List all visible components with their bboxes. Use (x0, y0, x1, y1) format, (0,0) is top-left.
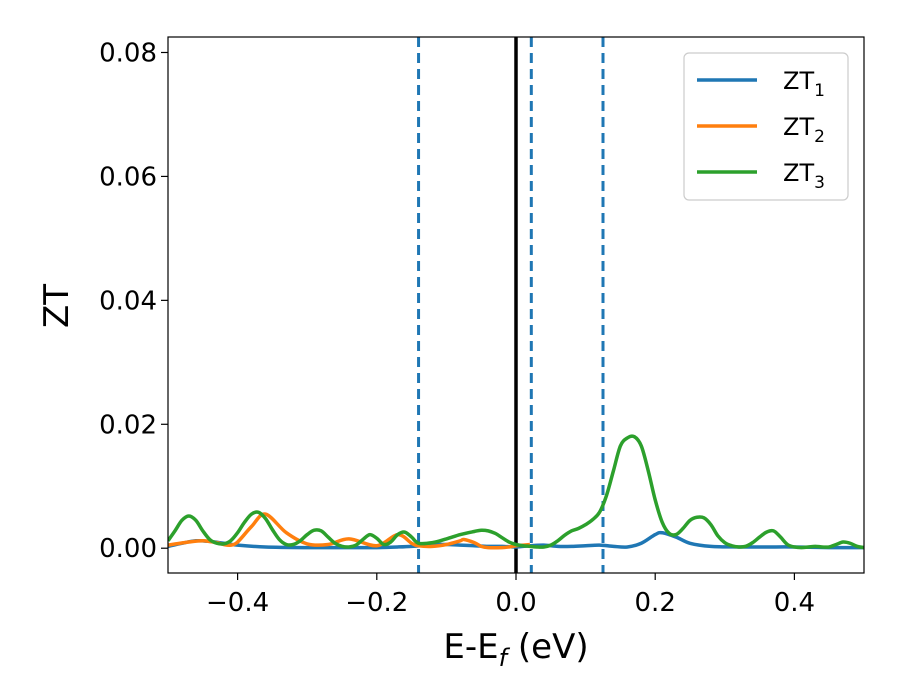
x-tick-label: 0.2 (635, 588, 676, 618)
y-tick-label: 0.06 (99, 162, 157, 192)
legend-label-3: ZT3 (783, 159, 825, 193)
y-axis-ticks: 0.00 0.02 0.04 0.06 0.08 (99, 38, 168, 564)
y-tick-label: 0.04 (99, 286, 157, 316)
legend-items: ZT1 ZT2 ZT3 (697, 67, 825, 193)
legend-box (683, 52, 849, 201)
series-lines (168, 434, 864, 550)
x-tick-label: −0.2 (345, 588, 408, 618)
legend: ZT1 ZT2 ZT3 (683, 52, 849, 201)
reference-lines (417, 37, 605, 573)
x-tick-label: 0.4 (774, 588, 815, 618)
y-tick-label: 0.00 (99, 534, 157, 564)
x-tick-label: −0.4 (206, 588, 269, 618)
x-axis-title-unit: (eV) (507, 627, 589, 667)
x-axis-title: E-Ef (eV) (443, 627, 588, 672)
x-axis-ticks: −0.4 −0.2 0.0 0.2 0.4 (206, 573, 815, 618)
x-tick-label: 0.0 (495, 588, 536, 618)
y-axis-title: ZT (37, 284, 77, 328)
y-tick-label: 0.08 (99, 38, 157, 68)
legend-label-2: ZT2 (783, 113, 825, 147)
legend-label-1: ZT1 (783, 67, 825, 101)
series-line-3 (168, 434, 864, 550)
x-axis-title-main: E-E (443, 627, 498, 667)
y-tick-label: 0.02 (99, 410, 157, 440)
series-line-2 (168, 512, 531, 550)
